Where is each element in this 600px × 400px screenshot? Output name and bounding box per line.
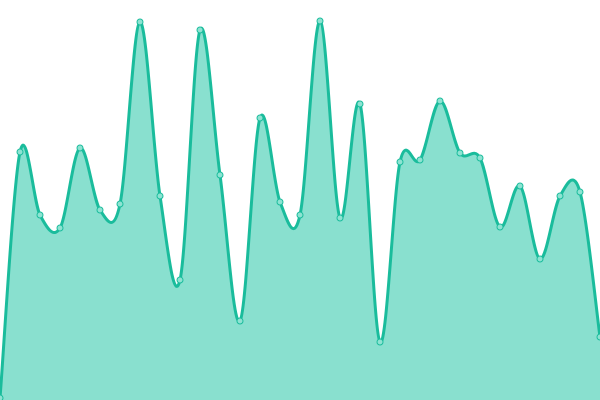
data-point [216,171,224,179]
data-point [276,198,284,206]
data-point [296,211,304,219]
data-point [396,158,404,166]
data-point [96,206,104,214]
data-point [236,317,244,325]
data-point [56,224,64,232]
data-point [596,333,600,341]
data-point [516,182,524,190]
data-point [256,114,264,122]
data-point [36,211,44,219]
data-point [416,156,424,164]
data-point [456,149,464,157]
data-point [316,17,324,25]
data-point [576,188,584,196]
data-points [0,17,600,400]
data-point [136,18,144,26]
data-point [76,144,84,152]
data-point [556,192,564,200]
area-fill [0,20,600,400]
data-point [336,214,344,222]
data-point [0,394,4,400]
data-point [436,97,444,105]
data-point [476,154,484,162]
data-point [536,255,544,263]
data-point [16,148,24,156]
data-point [116,200,124,208]
data-point [156,192,164,200]
data-point [196,26,204,34]
series-line [0,19,600,399]
data-point [356,100,364,108]
data-point [176,276,184,284]
data-point [496,223,504,231]
data-point [376,338,384,346]
